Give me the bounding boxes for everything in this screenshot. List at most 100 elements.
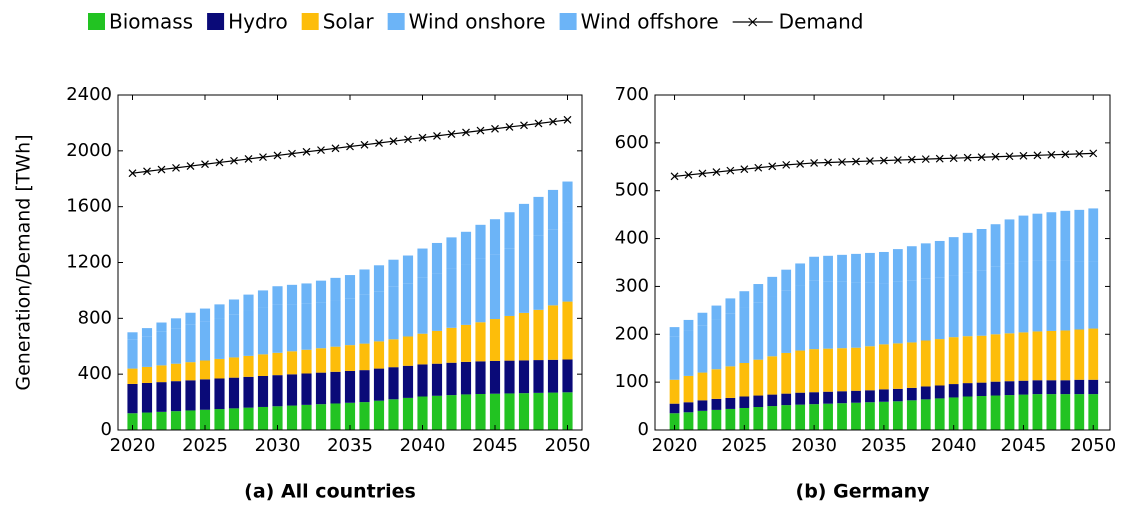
bar-segment	[243, 376, 254, 408]
x-tick-label: 2050	[1070, 435, 1116, 456]
bar-segment	[359, 343, 370, 371]
bar-segment	[683, 375, 694, 403]
demand-line	[674, 152, 1094, 177]
demand-marker	[768, 162, 777, 171]
bar-segment	[725, 313, 736, 367]
bar-segment	[156, 331, 167, 366]
bar-segment	[286, 405, 298, 430]
demand-marker	[852, 157, 860, 166]
bar-segment	[214, 378, 225, 410]
marker-stroke	[740, 165, 749, 174]
bar-segment	[683, 402, 694, 413]
bar-segment	[669, 327, 680, 337]
bar-segment	[920, 278, 931, 341]
bar-segment	[156, 382, 167, 412]
bar-segment	[1018, 261, 1029, 333]
bar-segment	[781, 405, 792, 430]
bar-segment	[683, 319, 694, 331]
bar-segment	[948, 237, 959, 276]
bar-segment	[373, 341, 385, 369]
bar-segment	[781, 290, 792, 353]
bar-segment	[460, 264, 472, 325]
bar-segment	[739, 407, 750, 430]
y-tick-label: 1200	[66, 252, 112, 273]
bar-segment	[990, 395, 1001, 430]
bar-segment	[127, 339, 138, 369]
x-tick-label: 2020	[110, 435, 156, 456]
marker-stroke	[389, 137, 398, 146]
marker-stroke	[172, 163, 180, 172]
bar-segment	[460, 361, 472, 395]
bar-segment	[228, 299, 240, 315]
bar-segment	[272, 406, 283, 430]
demand-marker	[726, 166, 735, 175]
bar-segment	[475, 393, 486, 430]
bar-segment	[344, 275, 356, 299]
bar-segment	[257, 307, 269, 355]
demand-marker	[186, 162, 195, 170]
demand-marker	[754, 163, 763, 172]
bar-segment	[330, 346, 341, 372]
demand-marker	[215, 158, 224, 167]
demand-marker	[157, 165, 166, 174]
marker-stroke	[977, 153, 986, 162]
marker-stroke	[462, 128, 470, 137]
bar-segment	[243, 407, 254, 430]
bar-segment	[1046, 330, 1057, 381]
bar-segment	[431, 273, 443, 331]
bar-segment	[879, 344, 889, 390]
legend-marker	[748, 17, 758, 27]
bar-segment	[286, 304, 298, 352]
marker-stroke	[447, 130, 456, 139]
bar-segment	[170, 318, 182, 329]
demand-marker	[317, 146, 325, 155]
bar-segment	[417, 248, 428, 278]
chart-title: (a) All countries	[244, 481, 416, 503]
bar-segment	[948, 275, 959, 338]
marker-stroke	[684, 170, 693, 179]
bar-segment	[170, 328, 182, 364]
bar-segment	[1032, 260, 1043, 332]
bar-segment	[669, 413, 680, 430]
bar-segment	[781, 393, 792, 406]
bar-segment	[669, 379, 680, 404]
bar-segment	[460, 324, 472, 362]
marker-stroke	[963, 153, 972, 162]
demand-marker	[534, 119, 543, 128]
bar-segment	[962, 272, 973, 337]
bar-segment	[711, 369, 722, 399]
bar-segment	[518, 312, 530, 361]
bar-segment	[948, 397, 959, 430]
demand-marker	[1033, 151, 1042, 160]
demand-marker	[1005, 152, 1014, 161]
marker-stroke	[949, 154, 958, 163]
marker-stroke	[491, 124, 499, 133]
bar-segment	[1046, 260, 1057, 331]
marker-stroke	[288, 149, 296, 158]
bar-segment	[990, 334, 1001, 382]
demand-marker	[476, 126, 485, 135]
bar-segment	[344, 345, 356, 371]
bar-segment	[823, 403, 833, 430]
bar-segment	[504, 393, 515, 430]
legend-swatch	[207, 13, 225, 30]
bar-segment	[1060, 210, 1071, 261]
marker-stroke	[346, 142, 354, 151]
bar-segment	[1074, 394, 1085, 430]
bar-segment	[315, 372, 327, 405]
bar-segment	[711, 398, 722, 410]
demand-marker	[462, 128, 470, 137]
bar-segment	[185, 410, 196, 430]
bar-segment	[879, 401, 889, 430]
legend-label: Solar	[323, 10, 375, 34]
legend-swatch	[559, 13, 577, 30]
x-tick-label: 2045	[472, 435, 518, 456]
bar-segment	[962, 396, 973, 430]
bar-segment	[504, 360, 515, 394]
bar-segment	[767, 356, 778, 395]
marker-stroke	[1089, 149, 1098, 158]
bar-segment	[547, 359, 559, 393]
bar-segment	[388, 286, 399, 340]
bar-segment	[865, 390, 875, 403]
